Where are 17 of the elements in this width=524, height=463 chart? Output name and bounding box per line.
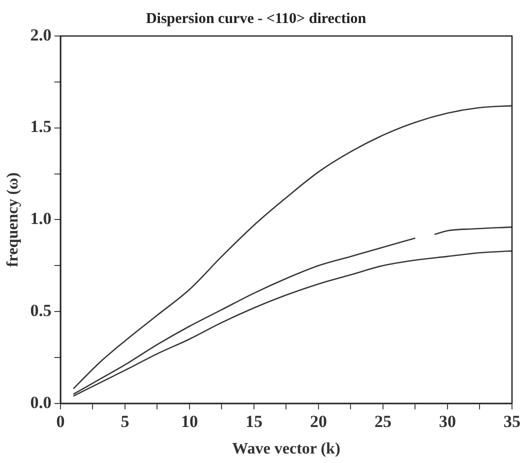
- x-tick-label: 35: [504, 412, 520, 431]
- x-tick-label: 5: [120, 412, 130, 431]
- x-tick-label: 20: [310, 412, 327, 431]
- y-tick-label: 2.0: [30, 25, 52, 44]
- line-series: [72, 105, 512, 390]
- y-tick-label: 0.5: [30, 300, 52, 320]
- y-axis-title: frequency (ω): [4, 172, 22, 267]
- x-tick-label: 10: [180, 412, 198, 431]
- chart-title: Dispersion curve - <110> direction: [146, 10, 367, 27]
- x-tick-label: 30: [438, 412, 456, 431]
- x-axis-title: Wave vector (k): [232, 440, 340, 458]
- x-tick-label: 15: [245, 412, 262, 431]
- y-tick-label: 1.5: [30, 117, 52, 136]
- y-tick-label: 0.0: [30, 392, 52, 412]
- x-tick-label: 25: [374, 412, 392, 431]
- x-tick-label: 0: [56, 412, 65, 431]
- y-tick-label: 1.0: [30, 209, 52, 228]
